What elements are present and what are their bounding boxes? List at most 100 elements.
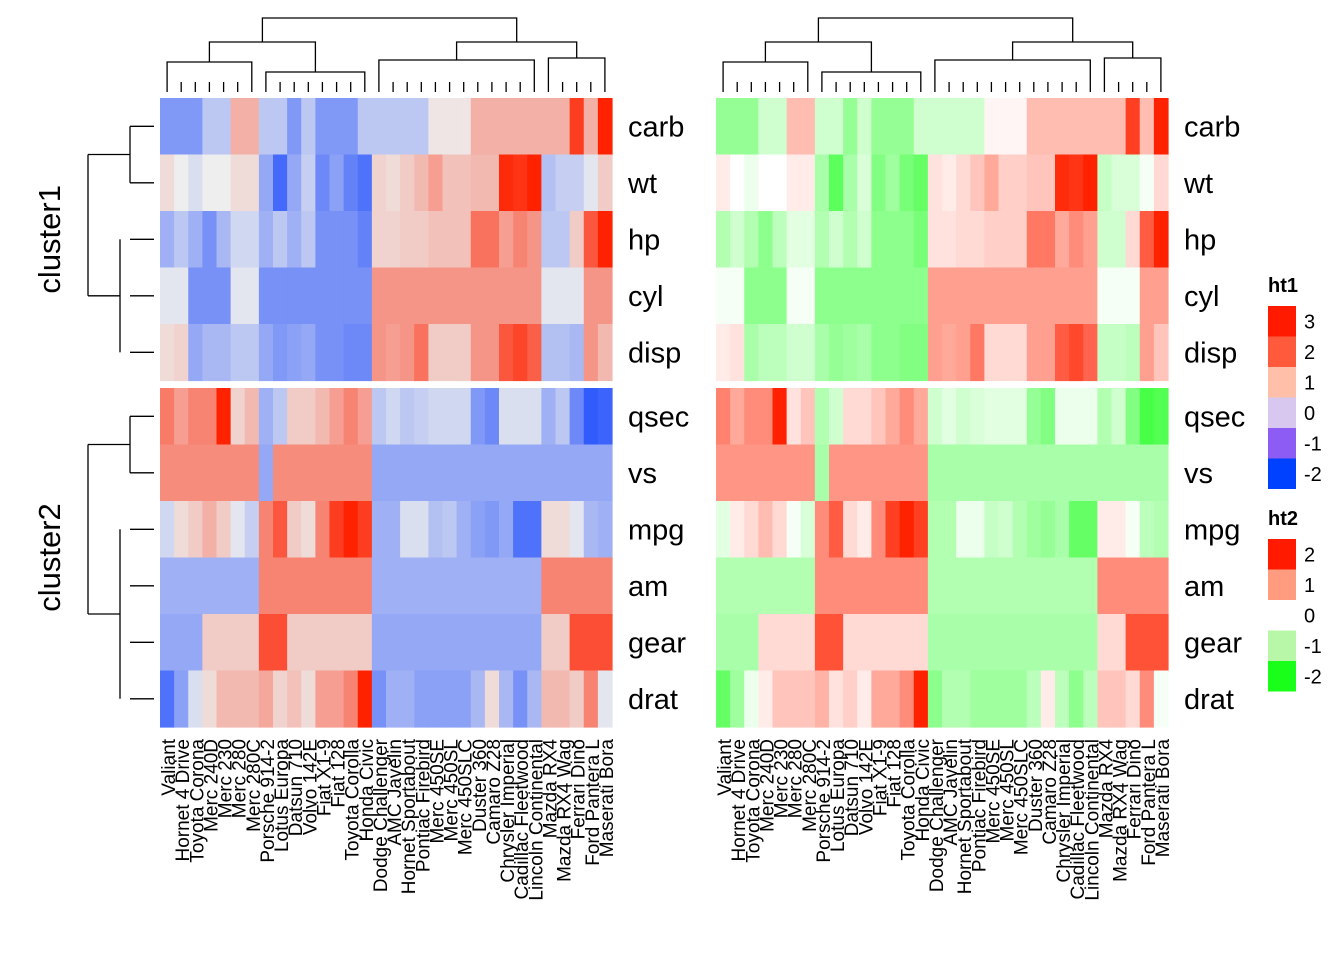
heatmap-cell — [772, 388, 788, 446]
heatmap-cell — [287, 324, 302, 382]
heatmap-cell — [857, 267, 872, 325]
column-label: Cadillac Fleetwood — [512, 739, 533, 900]
column-label: Merc 230 — [216, 739, 237, 818]
heatmap-cell — [258, 267, 274, 325]
heatmap-cell — [1083, 614, 1098, 672]
heatmap-cell — [814, 98, 830, 156]
heatmap-cell — [1153, 614, 1169, 672]
heatmap-cell — [301, 614, 316, 672]
column-label: Maserati Bora — [597, 739, 618, 858]
heatmap-cell — [343, 324, 359, 382]
heatmap-cell — [1069, 324, 1084, 382]
heatmap-cell — [857, 324, 872, 382]
heatmap-cell — [202, 388, 218, 446]
heatmap-cell — [829, 557, 844, 615]
heatmap-cell — [772, 557, 788, 615]
heatmap-cell — [513, 267, 528, 325]
heatmap-cell — [1012, 388, 1028, 446]
heatmap-cell — [428, 670, 444, 728]
legend-tick-label: -2 — [1304, 464, 1322, 486]
heatmap-cell — [315, 98, 331, 156]
heatmap-cell — [470, 98, 486, 156]
heatmap-cell — [442, 267, 458, 325]
heatmap-cell — [414, 388, 429, 446]
heatmap-cell — [244, 670, 260, 728]
heatmap-cell — [857, 501, 872, 559]
heatmap-cell — [970, 501, 985, 559]
heatmap-cell — [857, 98, 872, 156]
heatmap-cell — [513, 557, 528, 615]
heatmap-cell — [216, 98, 232, 156]
heatmap-cell — [913, 267, 929, 325]
column-label: Honda Civic — [913, 739, 934, 841]
heatmap-cell — [1026, 501, 1042, 559]
heatmap-cell — [772, 267, 788, 325]
dendrogram-branch — [1011, 41, 1134, 60]
heatmap-cell — [998, 444, 1014, 502]
heatmap-cell — [555, 614, 571, 672]
heatmap-cell — [1026, 670, 1042, 728]
heatmap-cell — [885, 388, 901, 446]
heatmap-cell — [1083, 98, 1098, 156]
heatmap-cell — [772, 98, 788, 156]
row-label: cyl — [628, 281, 663, 313]
heatmap-cell — [456, 444, 472, 502]
heatmap-cell — [1125, 444, 1141, 502]
heatmap-cell — [499, 501, 514, 559]
heatmap-cell — [555, 324, 571, 382]
heatmap-cell — [772, 614, 788, 672]
heatmap-cell — [1083, 211, 1098, 269]
heatmap-cell — [1012, 444, 1028, 502]
heatmap-cell — [1125, 267, 1141, 325]
heatmap-cell — [400, 444, 415, 502]
heatmap-cell — [513, 501, 528, 559]
heatmap-cell — [301, 557, 316, 615]
heatmap-cell — [287, 211, 302, 269]
heatmap-cell — [174, 388, 189, 446]
heatmap-cell — [843, 670, 858, 728]
column-label: Merc 450SL — [442, 739, 463, 841]
heatmap-cell — [814, 211, 830, 269]
heatmap-cell — [273, 267, 288, 325]
column-label: Ford Pantera L — [583, 739, 604, 866]
heatmap-cell — [744, 670, 759, 728]
heatmap-cell — [1153, 98, 1169, 156]
heatmap-cell — [857, 388, 872, 446]
heatmap-cell — [942, 501, 957, 559]
heatmap-cell — [414, 444, 429, 502]
heatmap-cell — [230, 98, 246, 156]
heatmap-cell — [786, 154, 802, 212]
column-label: Ford Pantera L — [1139, 739, 1160, 866]
heatmap-cell — [329, 557, 345, 615]
heatmap-cell — [871, 388, 887, 446]
heatmap-cell — [513, 211, 528, 269]
heatmap-cell — [1083, 670, 1098, 728]
heatmap-cell — [1012, 324, 1028, 382]
heatmap-cell — [456, 211, 472, 269]
dendrogram-branch — [455, 41, 578, 60]
heatmap-cell — [386, 211, 401, 269]
heatmap-panel-1: carb wt hp cyl disp qsec vs mpg am gear drat Valian… — [159, 17, 689, 901]
heatmap-cell — [970, 557, 985, 615]
heatmap-cell — [287, 267, 302, 325]
heatmap-cell — [569, 154, 585, 212]
heatmap-cell — [984, 501, 1000, 559]
heatmap-cell — [583, 444, 599, 502]
heatmap-cell — [484, 211, 500, 269]
heatmap-cell — [730, 670, 745, 728]
heatmap-cell — [1153, 211, 1169, 269]
heatmap-cell — [1125, 324, 1141, 382]
heatmap-cell — [1153, 444, 1169, 502]
heatmap-cell — [244, 557, 260, 615]
heatmap-cell — [400, 267, 415, 325]
heatmap-cell — [513, 154, 528, 212]
heatmap-cell — [371, 267, 387, 325]
column-label: Lotus Europa — [272, 739, 293, 852]
heatmap-cell — [1097, 154, 1113, 212]
heatmap-cell — [927, 557, 943, 615]
heatmap-cell — [716, 444, 731, 502]
column-label: Porsche 914-2 — [814, 739, 835, 863]
row-label: carb — [1184, 111, 1240, 143]
heatmap-cell — [569, 557, 585, 615]
